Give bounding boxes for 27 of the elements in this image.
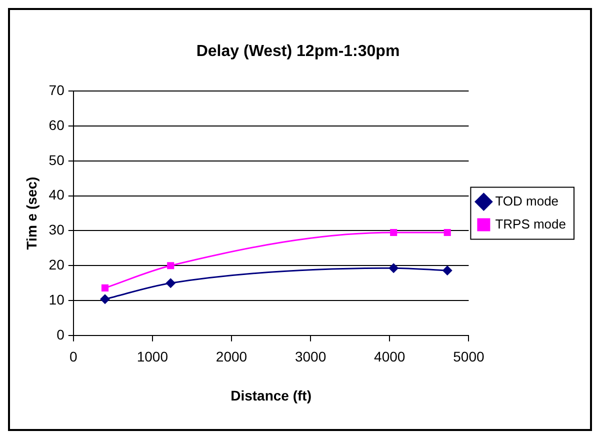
x-tick-label: 2000 <box>216 348 248 365</box>
point <box>166 278 176 288</box>
y-tick-label: 70 <box>48 82 65 98</box>
y-axis-title: Tim e (sec) <box>23 176 40 250</box>
x-axis-title: Distance (ft) <box>230 387 312 404</box>
x-tick-label: 5000 <box>453 348 484 365</box>
x-tick-label: 3000 <box>294 348 326 365</box>
y-tick-label: 20 <box>48 256 65 272</box>
x-tick-label: 0 <box>69 348 78 365</box>
y-tick-label: 50 <box>48 152 65 168</box>
chart-title: Delay (West) 12pm-1:30pm <box>196 43 400 60</box>
point <box>167 262 174 270</box>
point <box>101 284 109 292</box>
y-tick-label: 10 <box>48 291 65 308</box>
y-tick-label: 40 <box>48 186 65 203</box>
point <box>388 263 399 274</box>
y-tick-label: 30 <box>48 222 65 238</box>
point <box>100 294 110 304</box>
point <box>442 266 452 276</box>
x-tick-label: 1000 <box>136 348 168 365</box>
x-tick-label: 4000 <box>374 348 406 365</box>
y-tick-label: 0 <box>56 326 65 342</box>
point <box>444 228 451 236</box>
y-tick-label: 60 <box>48 116 65 133</box>
point <box>390 228 398 236</box>
legend-label: TRPS mode <box>495 216 566 232</box>
legend-label: TOD mode <box>495 193 559 208</box>
